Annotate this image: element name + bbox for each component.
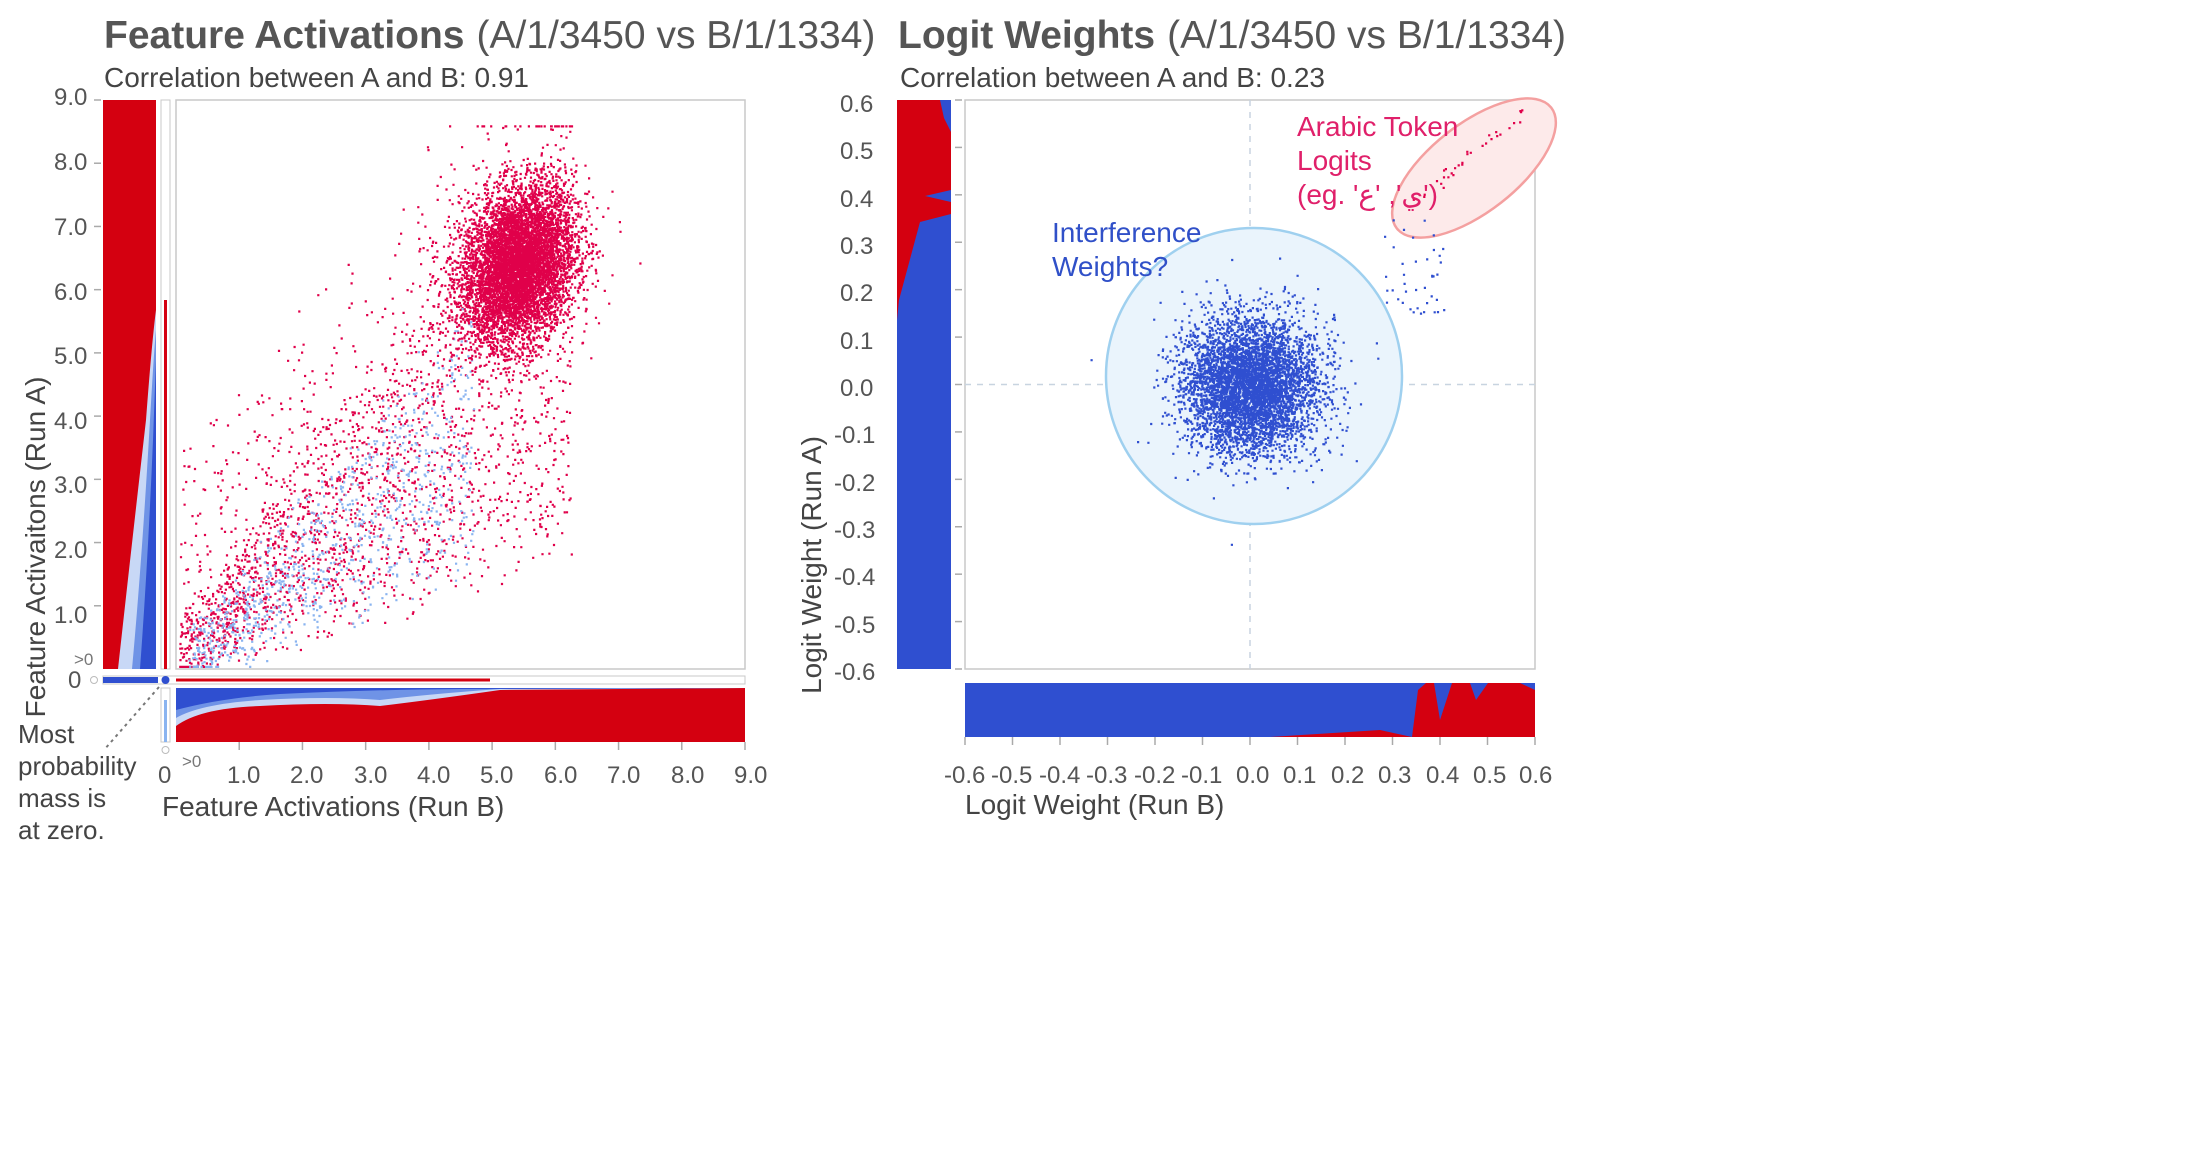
right-correlation: Correlation between A and B: 0.23 — [900, 62, 1325, 93]
left-xtick-9: 9.0 — [734, 762, 768, 789]
right-scatter-points — [1090, 109, 1524, 546]
right-ytick-0.4: 0.4 — [840, 186, 874, 213]
left-ytick-1: 1.0 — [54, 602, 88, 629]
left-title: Feature Activations — [104, 14, 465, 57]
right-xtick-0.4: 0.4 — [1426, 762, 1460, 789]
interference-annotation-line1: Interference — [1052, 217, 1202, 248]
right-ylabel: Logit Weight (Run A) — [796, 436, 827, 694]
right-xtick--0.4: -0.4 — [1039, 762, 1081, 789]
left-x-zero-strip-blue — [103, 677, 158, 683]
right-ytick-0.0: 0.0 — [840, 375, 874, 402]
left-ytick-2: 2.0 — [54, 537, 88, 564]
scatter-points — [1412, 109, 1524, 201]
scatter-points — [179, 125, 574, 669]
left-y-marginal-edge — [103, 420, 156, 669]
right-ytick--0.2: -0.2 — [834, 470, 876, 497]
right-xtick--0.3: -0.3 — [1086, 762, 1128, 789]
right-ytick--0.4: -0.4 — [834, 564, 876, 591]
left-ytick-8: 8.0 — [54, 149, 88, 176]
arabic-annotation: Arabic Token Logits (eg. 'ي', 'ع') — [1297, 110, 1458, 212]
left-title-row: Feature Activations (A/1/3450 vs B/1/1334… — [104, 14, 875, 58]
left-xtick-6: 6.0 — [544, 762, 578, 789]
left-ytick-9: 9.0 — [54, 84, 88, 111]
right-y-marginal-red — [897, 100, 951, 320]
right-xtick--0.6: -0.6 — [944, 762, 986, 789]
left-ytick-3: 3.0 — [54, 472, 88, 499]
left-ytick-0: 0 — [68, 667, 82, 694]
left-x-marginal — [176, 688, 745, 742]
right-xtick-0.5: 0.5 — [1473, 762, 1507, 789]
left-xtick-7: 7.0 — [607, 762, 641, 789]
arabic-annotation-line1: Arabic Token — [1297, 111, 1459, 142]
arabic-annotation-line2: Logits — [1297, 145, 1372, 176]
tick-marks — [94, 99, 1536, 750]
left-zero-tick-dot — [90, 676, 98, 684]
left-ytick-7: 7.0 — [54, 214, 88, 241]
right-xtick-0.3: 0.3 — [1378, 762, 1412, 789]
left-origin-dot — [161, 676, 170, 684]
left-scatter-points — [179, 125, 642, 669]
left-xtick-0: 0 — [158, 762, 172, 789]
left-note: Most probability mass is at zero. — [18, 719, 137, 845]
scatter-points — [188, 308, 476, 668]
right-ytick--0.3: -0.3 — [834, 517, 876, 544]
left-xtick-4: 4.0 — [417, 762, 451, 789]
left-xtick-1: 1.0 — [227, 762, 261, 789]
left-xtick-5: 5.0 — [480, 762, 514, 789]
left-correlation: Correlation between A and B: 0.91 — [104, 62, 529, 93]
left-y-marginal — [103, 100, 156, 669]
right-x-marginal-red — [1270, 683, 1535, 737]
left-plot-frame — [175, 99, 746, 670]
left-x-marginal-blue — [176, 688, 745, 710]
arabic-ellipse — [1390, 97, 1558, 239]
interference-annotation: Interference Weights? — [1052, 216, 1201, 284]
right-xtick--0.5: -0.5 — [991, 762, 1033, 789]
right-x-marginal — [965, 683, 1535, 737]
left-y-marginal-blue — [140, 360, 156, 669]
right-ytick-0.3: 0.3 — [840, 233, 874, 260]
left-x-marginal-midblue — [176, 688, 745, 718]
interference-annotation-line2: Weights? — [1052, 251, 1169, 282]
right-ytick--0.6: -0.6 — [834, 659, 876, 686]
left-subtitle: (A/1/3450 vs B/1/1334) — [476, 14, 876, 57]
left-ylabel: Feature Activaitons (Run A) — [20, 376, 51, 718]
scatter-points — [1090, 219, 1446, 546]
left-xlabel: Feature Activations (Run B) — [162, 791, 505, 822]
right-ytick--0.1: -0.1 — [834, 422, 876, 449]
right-xtick-0.0: 0.0 — [1236, 762, 1270, 789]
left-xtick-8: 8.0 — [671, 762, 705, 789]
left-xtick-gt0: >0 — [182, 752, 202, 771]
right-xtick--0.1: -0.1 — [1181, 762, 1223, 789]
right-ytick-0.6: 0.6 — [840, 91, 874, 118]
scatter-points — [410, 125, 642, 425]
left-ytick-5: 5.0 — [54, 343, 88, 370]
right-subtitle: (A/1/3450 vs B/1/1334) — [1167, 14, 1567, 57]
left-ytick-6: 6.0 — [54, 279, 88, 306]
right-xtick-0.1: 0.1 — [1283, 762, 1317, 789]
right-ytick-0.5: 0.5 — [840, 138, 874, 165]
right-xlabel: Logit Weight (Run B) — [965, 789, 1225, 820]
left-xtick-3: 3.0 — [354, 762, 388, 789]
right-ytick-0.2: 0.2 — [840, 280, 874, 307]
right-title: Logit Weights — [898, 14, 1156, 57]
right-ytick-0.1: 0.1 — [840, 328, 874, 355]
right-y-marginal — [897, 100, 951, 669]
left-zero-tick-dot-x — [161, 746, 170, 754]
right-xtick-0.6: 0.6 — [1519, 762, 1553, 789]
right-xtick-0.2: 0.2 — [1331, 762, 1365, 789]
left-ytick-4: 4.0 — [54, 408, 88, 435]
left-xtick-2: 2.0 — [290, 762, 324, 789]
arabic-annotation-line3: (eg. 'ي', 'ع') — [1297, 179, 1438, 210]
right-ytick--0.5: -0.5 — [834, 612, 876, 639]
left-ytick-gt0: >0 — [74, 650, 94, 669]
right-title-row: Logit Weights (A/1/3450 vs B/1/1334) — [898, 14, 1566, 58]
right-xtick--0.2: -0.2 — [1134, 762, 1176, 789]
